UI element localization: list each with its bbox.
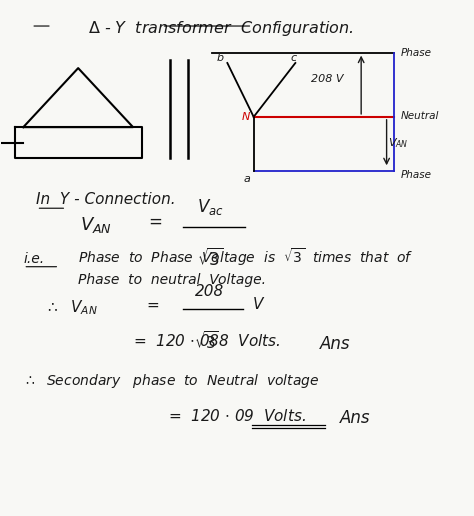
Text: i.e.: i.e. [23,252,45,266]
Text: $\therefore$  Secondary   phase  to  Neutral  voltage: $\therefore$ Secondary phase to Neutral … [23,372,320,390]
Text: $\sqrt{3}$: $\sqrt{3}$ [197,248,223,270]
Text: $V_{ac}$: $V_{ac}$ [197,197,223,217]
Text: 208 V: 208 V [310,74,343,84]
Text: V: V [252,297,263,312]
Text: c: c [290,53,296,63]
Text: In  Y - Connection.: In Y - Connection. [36,192,176,207]
Text: Phase: Phase [401,170,432,180]
Text: $\therefore$  $V_{AN}$: $\therefore$ $V_{AN}$ [45,298,98,317]
Text: =: = [148,213,162,231]
Text: Neutral: Neutral [401,111,439,121]
Text: $V_{AN}$: $V_{AN}$ [81,215,112,235]
Text: =: = [146,297,159,312]
Text: Phase  to  Phase  Voltage  is  $\sqrt{3}$  times  that  of: Phase to Phase Voltage is $\sqrt{3}$ tim… [78,246,414,268]
Text: =  120 $\cdot$ 09  Volts.: = 120 $\cdot$ 09 Volts. [168,408,306,424]
Text: Ans: Ans [319,335,350,353]
Text: $\Delta$ - Y  transformer  Configuration.: $\Delta$ - Y transformer Configuration. [88,20,354,38]
Text: =  120 $\cdot$ 088  Volts.: = 120 $\cdot$ 088 Volts. [133,333,281,349]
Text: b: b [216,53,224,63]
Text: Phase: Phase [401,49,432,58]
Text: N: N [241,112,250,122]
Text: $\sqrt{3}$: $\sqrt{3}$ [194,330,219,352]
Text: a: a [244,174,251,184]
Text: Ans: Ans [340,409,371,427]
Text: $V_{AN}$: $V_{AN}$ [388,136,409,150]
Text: Phase  to  neutral  Voltage.: Phase to neutral Voltage. [78,272,266,287]
Text: 208: 208 [194,284,224,299]
